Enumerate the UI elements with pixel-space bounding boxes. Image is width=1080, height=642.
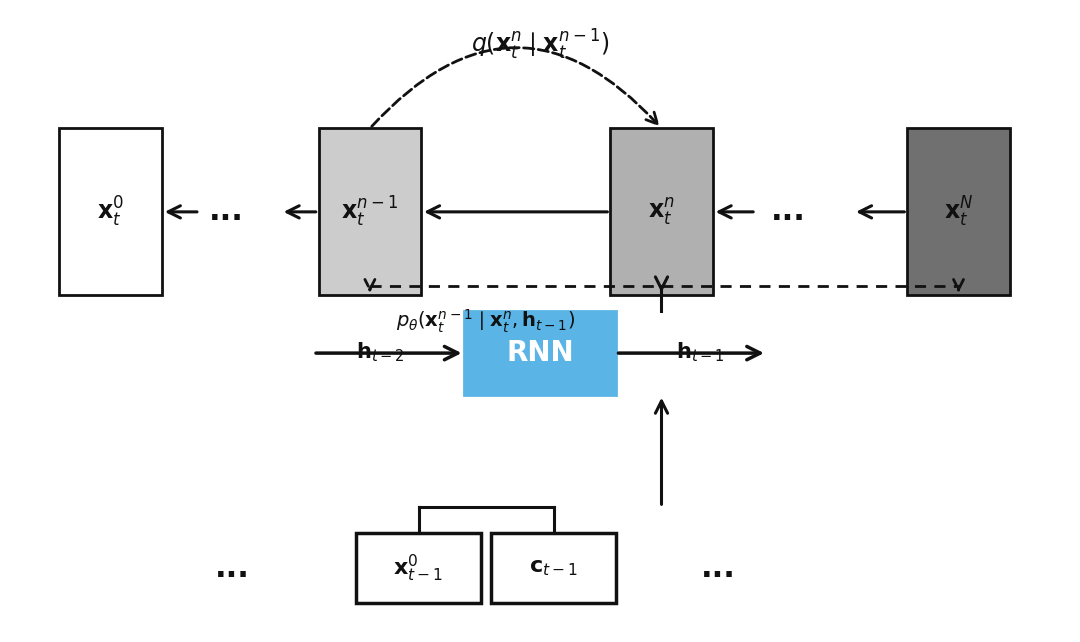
Text: ...: ... (701, 553, 735, 583)
Bar (464, 311, 616, 395)
Text: $q(\mathbf{x}_t^n \mid \mathbf{x}_t^{n-1})$: $q(\mathbf{x}_t^n \mid \mathbf{x}_t^{n-1… (471, 28, 609, 62)
Text: $\mathbf{x}_t^{n}$: $\mathbf{x}_t^{n}$ (648, 196, 675, 227)
Text: $p_{\theta}(\mathbf{x}_t^{n-1} \mid \mathbf{x}_t^n, \mathbf{h}_{t-1})$: $p_{\theta}(\mathbf{x}_t^{n-1} \mid \mat… (396, 308, 576, 334)
Bar (907, 128, 1010, 295)
Text: $\mathbf{h}_{t-1}$: $\mathbf{h}_{t-1}$ (675, 340, 725, 363)
Text: ...: ... (771, 197, 806, 227)
Text: ...: ... (215, 553, 249, 583)
Bar (59, 128, 162, 295)
Text: $\mathbf{c}_{t-1}$: $\mathbf{c}_{t-1}$ (529, 558, 578, 578)
Text: $\mathbf{x}_{t-1}^0$: $\mathbf{x}_{t-1}^0$ (393, 553, 444, 584)
Bar (319, 128, 421, 295)
Text: ...: ... (210, 197, 244, 227)
Bar (610, 128, 713, 295)
Text: $\mathbf{x}_t^0$: $\mathbf{x}_t^0$ (97, 195, 124, 229)
Text: $\mathbf{x}_t^{n-1}$: $\mathbf{x}_t^{n-1}$ (341, 195, 399, 229)
Bar (356, 533, 481, 603)
Bar (491, 533, 616, 603)
Text: RNN: RNN (507, 339, 573, 367)
Text: $\mathbf{h}_{t-2}$: $\mathbf{h}_{t-2}$ (355, 340, 405, 363)
Text: $\mathbf{x}_t^{N}$: $\mathbf{x}_t^{N}$ (944, 195, 973, 229)
